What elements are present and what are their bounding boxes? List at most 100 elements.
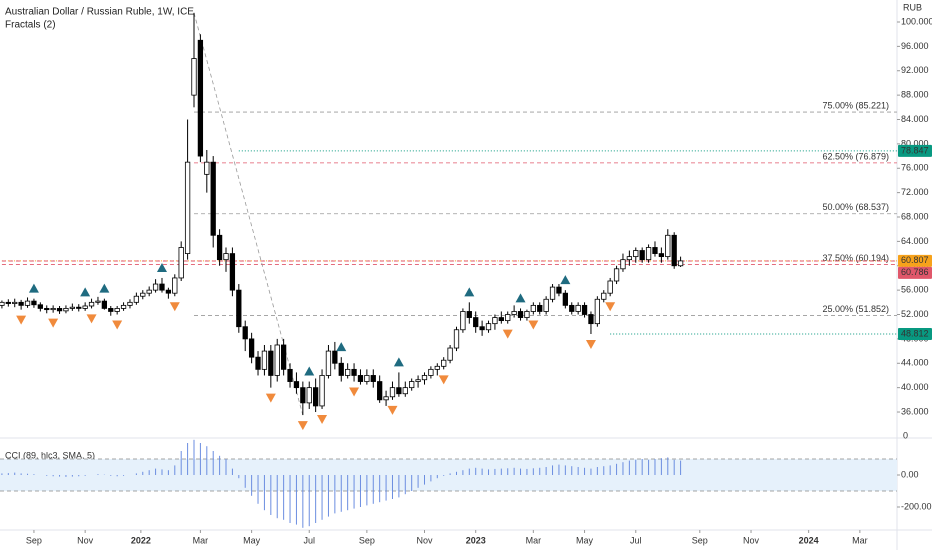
fractal-down [297,421,308,431]
candle-body [159,283,165,291]
candle-body [537,304,543,312]
candle-body [210,161,216,236]
candle-body [114,308,120,312]
fractal-down [528,320,539,330]
candle-body [492,317,498,325]
y-tick-label: 64.000 [901,236,929,246]
candle-body [268,350,274,376]
x-tick-label: Sep [26,535,42,545]
candle-body [306,387,312,404]
candle-body [498,317,504,322]
candle-body [543,298,549,312]
candle-body [18,301,24,306]
x-tick-label: Jul [303,535,315,545]
y-tick-label: 80.000 [901,138,929,148]
fractal-up [336,342,347,352]
candle-body [63,308,69,312]
y-tick-label: 84.000 [901,114,929,124]
price-badge-label: 78.847 [901,145,929,155]
candle-body [588,314,594,325]
candle-body [377,381,383,401]
x-tick-label: Sep [692,535,708,545]
candle-body [626,256,633,261]
candle-body [300,387,306,404]
candle-body [447,347,453,361]
y-tick-label: 40.000 [901,382,929,392]
candle-body [178,247,184,279]
candle-body [601,292,607,300]
candle-body [415,379,421,382]
fractal-up [515,293,526,303]
y-tick-label: 44.000 [901,358,929,368]
candle-body [530,304,536,312]
x-tick-label: Sep [359,535,375,545]
y-tick-label: 72.000 [901,187,929,197]
candle-body [325,350,332,376]
cci-y-tick-label: 0.00 [901,469,919,479]
candle-body [383,396,389,401]
candle-body [671,234,677,267]
candle-body [293,381,300,389]
candle-body [120,304,127,309]
candle-body [50,308,56,311]
fractal-up [156,262,167,272]
candle-body [287,368,293,382]
candle-body [421,375,428,381]
candle-body [652,247,658,254]
y-tick-label: 36.000 [901,406,929,416]
x-tick-label: Mar [852,535,868,545]
fib-label: 50.00% (68.537) [822,202,889,212]
fractal-down [438,375,449,385]
fractal-up [80,287,91,297]
candle-body [216,234,223,261]
candle-body [197,39,204,157]
candle-body [152,283,159,291]
candle-body [594,298,601,325]
fib-label: 75.00% (85.221) [822,100,889,110]
y-tick-label: 56.000 [901,285,929,295]
price-badge-label: 60.786 [901,267,929,277]
candle-body [505,314,511,322]
candle-body [575,304,581,312]
candle-body [229,253,236,291]
candle-body [56,308,63,312]
fractal-down [387,405,398,415]
currency: RUB [903,2,922,12]
fractal-up [304,366,315,376]
x-tick-label: Nov [416,535,433,545]
candle-body [511,311,517,315]
x-tick-label: May [576,535,594,545]
fractal-down [585,340,596,350]
candle-body [434,365,440,370]
candle-body [37,304,43,309]
candle-body [428,368,434,376]
y-tick-label: 68.000 [901,211,929,221]
candle-body [409,381,415,389]
candle-body [658,253,665,258]
x-tick-label: Jul [630,535,642,545]
candle-body [24,300,31,306]
candle-body [441,359,447,367]
candle-body [274,344,280,376]
fractal-down [349,387,360,397]
fractal-down [265,393,276,403]
x-tick-label: 2024 [799,535,819,545]
candle-body [677,260,684,267]
candle-body [0,301,5,306]
candle-body [236,289,242,328]
candle-body [133,295,140,303]
x-tick-label: Mar [193,535,209,545]
fractal-down [502,329,513,339]
chart-title: Australian Dollar / Russian Ruble, 1W, I… [5,7,194,18]
candle-body [101,300,108,309]
fractal-down [86,314,97,324]
fib-label: 62.50% (76.879) [822,151,889,161]
candle-body [261,350,268,370]
fractal-down [16,315,27,325]
candle-body [5,301,11,304]
fractal-up [464,287,475,297]
candle-body [473,317,479,328]
candle-body [88,301,95,307]
